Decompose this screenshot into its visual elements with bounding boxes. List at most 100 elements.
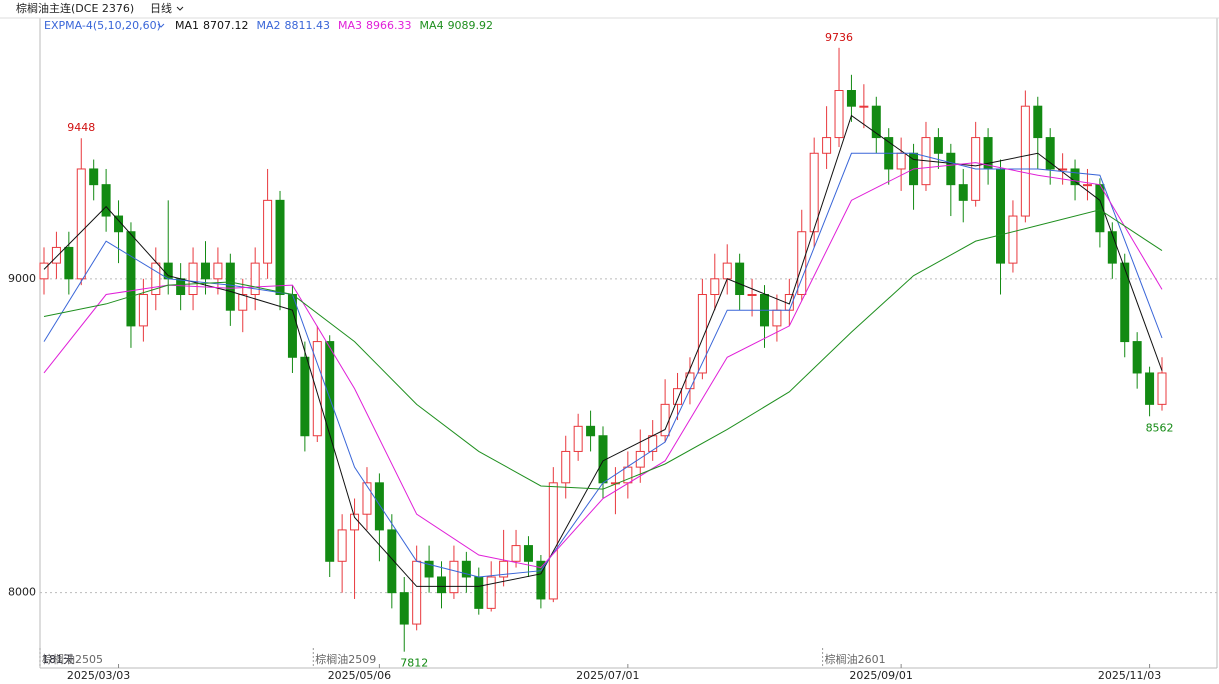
bar-count: 181天	[42, 653, 74, 666]
candle-body	[300, 356, 310, 437]
candle-body	[697, 294, 707, 374]
candle-body	[673, 388, 683, 405]
candle-body	[1082, 184, 1092, 187]
low-label: 8562	[1146, 421, 1174, 434]
candle-body	[337, 529, 347, 562]
candle-body	[958, 184, 968, 201]
candle-body	[474, 576, 484, 609]
contract-label: 棕榈油2509	[315, 652, 376, 666]
candle-body	[51, 246, 61, 264]
contract-label: 棕榈油2505	[42, 652, 103, 666]
candle-body	[1045, 137, 1055, 170]
candle-body	[250, 262, 260, 296]
candle-body	[399, 592, 409, 625]
candle-body	[523, 545, 533, 562]
candle-body	[188, 262, 198, 296]
candle-body	[238, 294, 248, 311]
candle-body	[114, 215, 124, 233]
symbol: 棕榈油主连(DCE 2376)	[16, 1, 134, 15]
legend-value: 8966.33	[366, 19, 412, 32]
legend-name: MA1	[175, 19, 199, 32]
candle-body	[449, 560, 459, 594]
candle-body	[536, 560, 546, 600]
candle-body	[511, 545, 521, 562]
x-tick-label: 2025/09/01	[849, 669, 912, 682]
x-tick-label: 2025/07/01	[576, 669, 639, 682]
candle-body	[64, 246, 74, 280]
candle-body	[275, 199, 285, 296]
candle-body	[648, 435, 658, 452]
candle-body	[946, 152, 956, 186]
legend-name: MA4	[420, 19, 444, 32]
candle-body	[387, 529, 397, 594]
candle-body	[176, 278, 186, 296]
candle-body	[1020, 105, 1030, 217]
x-tick-label: 2025/05/06	[328, 669, 391, 682]
candle-body	[200, 262, 210, 280]
candle-body	[859, 105, 869, 108]
candle-body	[548, 482, 558, 600]
ma-line	[43, 114, 1163, 587]
candle-body	[871, 105, 881, 139]
candle-body	[374, 482, 384, 531]
candle-body	[846, 90, 856, 107]
candle-body	[39, 262, 49, 280]
candle-body	[822, 137, 832, 154]
candle-body	[499, 560, 509, 578]
candle-body	[101, 184, 111, 217]
candle-body	[486, 576, 496, 609]
candle-body	[933, 137, 943, 154]
candle-body	[797, 231, 807, 296]
candle-body	[710, 278, 720, 296]
x-tick-label: 2025/03/03	[67, 669, 130, 682]
indicator-dropdown[interactable]	[157, 23, 165, 28]
y-tick-label: 9000	[8, 272, 36, 285]
candle-body	[362, 482, 372, 515]
candle-body	[896, 152, 906, 170]
candle-body	[635, 450, 645, 468]
candle-body	[1157, 372, 1167, 405]
candle-body	[809, 152, 819, 233]
ma-line	[43, 152, 1163, 578]
candle-body	[996, 168, 1006, 264]
candle-body	[834, 90, 844, 139]
candle-body	[325, 341, 335, 562]
period-dropdown[interactable]	[176, 6, 184, 11]
ma-line	[43, 162, 1163, 569]
candle-body	[1033, 105, 1043, 139]
candle-body	[1120, 262, 1130, 343]
x-tick-label: 2025/11/03	[1098, 669, 1161, 682]
ma-line	[43, 209, 1163, 490]
low-label: 7812	[400, 657, 428, 670]
candle-body	[412, 560, 422, 625]
candle-body	[561, 450, 571, 484]
legend-value: 8707.12	[203, 19, 249, 32]
candle-body	[151, 262, 161, 296]
candle-body	[1008, 215, 1018, 264]
candle-body	[126, 231, 136, 327]
candle-body	[213, 262, 223, 280]
candle-body	[1070, 168, 1080, 186]
candle-body	[623, 466, 633, 484]
indicator-name[interactable]: EXPMA-4(5,10,20,60)	[44, 19, 161, 32]
legend-name: MA3	[338, 19, 362, 32]
y-tick-label: 8000	[8, 586, 36, 599]
candle-body	[1132, 341, 1142, 374]
period[interactable]: 日线	[150, 1, 172, 15]
candle-body	[1107, 231, 1117, 264]
candle-body	[461, 560, 471, 578]
legend-value: 8811.43	[285, 19, 331, 32]
candle-body	[76, 168, 86, 280]
candle-body	[225, 262, 235, 311]
candle-body	[772, 309, 782, 327]
candle-body	[747, 294, 757, 297]
legend-value: 9089.92	[448, 19, 494, 32]
candle-body	[722, 262, 732, 280]
candle-body	[89, 168, 99, 186]
contract-label: 棕榈油2601	[825, 652, 886, 666]
candle-body	[1145, 372, 1155, 405]
candle-body	[586, 425, 596, 437]
high-label: 9448	[67, 121, 95, 134]
